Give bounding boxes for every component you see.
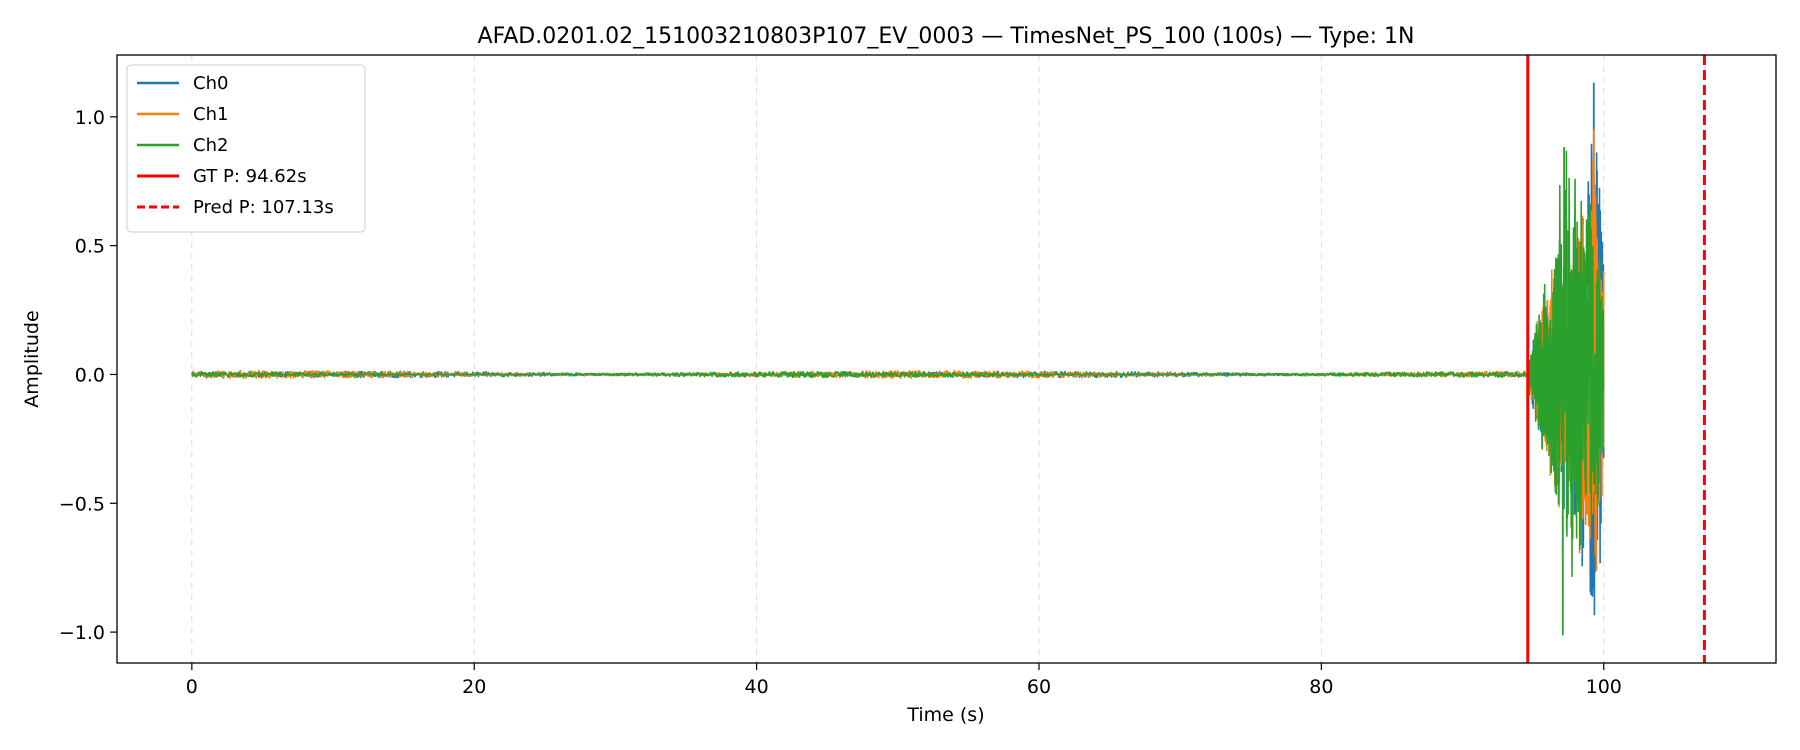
legend-label: Ch2 (193, 135, 228, 156)
x-tick-label: 0 (186, 676, 198, 698)
x-axis-label: Time (s) (906, 704, 984, 726)
y-tick-label: −0.5 (59, 493, 105, 515)
x-ticks: 0 20 40 60 80 100 (186, 663, 1622, 698)
legend-label: GT P: 94.62s (193, 166, 307, 187)
y-axis-label: Amplitude (21, 310, 43, 407)
y-tick-label: 0.0 (75, 364, 105, 386)
y-tick-label: 0.5 (75, 236, 105, 258)
series-line-ch2 (191, 146, 1605, 636)
x-tick-label: 80 (1309, 676, 1333, 698)
legend-label: Ch0 (193, 73, 228, 94)
x-tick-label: 20 (462, 676, 486, 698)
legend: Ch0 Ch1 Ch2 GT P: 94.62s Pred P: 107.13s (126, 64, 366, 233)
x-tick-label: 40 (745, 676, 769, 698)
legend-label: Pred P: 107.13s (193, 197, 334, 218)
vline-layer (1526, 55, 1706, 663)
chart-title: AFAD.0201.02_151003210803P107_EV_0003 — … (478, 24, 1415, 49)
y-ticks: −1.0 −0.5 0.0 0.5 1.0 (59, 107, 117, 644)
plot-frame (116, 54, 1777, 664)
legend-box (126, 64, 366, 233)
y-tick-label: 1.0 (75, 107, 105, 129)
legend-label: Ch1 (193, 104, 228, 125)
x-tick-label: 100 (1586, 676, 1622, 698)
y-tick-label: −1.0 (59, 622, 105, 644)
x-tick-label: 60 (1027, 676, 1051, 698)
series-layer (191, 82, 1605, 636)
